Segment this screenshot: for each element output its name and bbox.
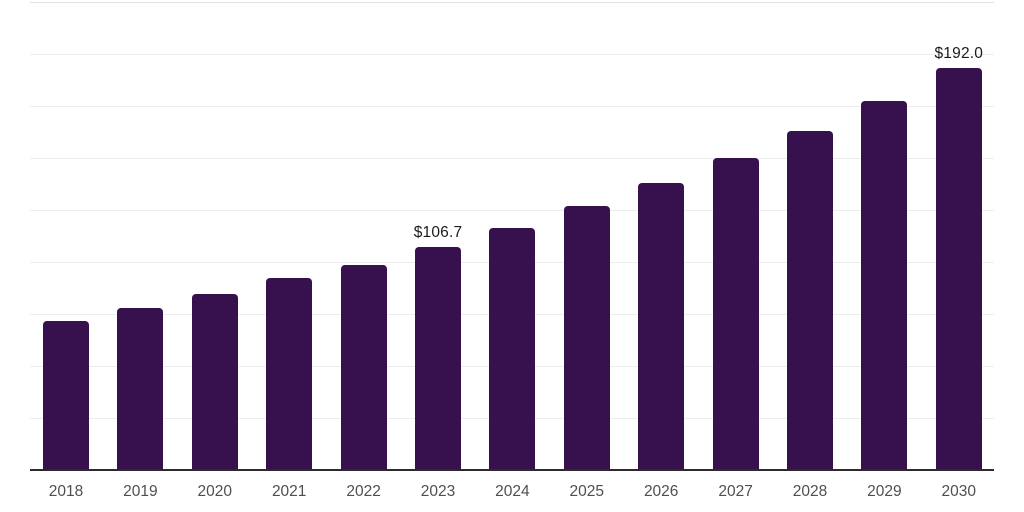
x-tick-label-2025: 2025: [569, 483, 605, 500]
bar-2026: [638, 182, 685, 470]
gridline: [30, 106, 994, 107]
bar-2019: [117, 307, 164, 470]
x-tick-label-2028: 2028: [792, 483, 828, 500]
bar-2025: [563, 206, 610, 470]
x-tick-label-2020: 2020: [197, 483, 233, 500]
bar-2021: [266, 278, 313, 470]
bar-2018: [43, 321, 89, 470]
x-tick-label-2018: 2018: [48, 483, 84, 500]
x-tick-label-2029: 2029: [867, 483, 902, 500]
bar-2029: [861, 100, 908, 470]
bar-2027: [712, 158, 759, 470]
x-tick-label-2019: 2019: [123, 483, 158, 500]
bar-2024: [489, 227, 536, 470]
bar-2023: [415, 246, 461, 470]
x-tick-label-2024: 2024: [495, 483, 530, 500]
x-tick-label-2030: 2030: [941, 483, 977, 500]
data-label-2030: $192.0: [934, 45, 984, 62]
data-label-2023: $106.7: [413, 223, 463, 241]
x-axis-line: [30, 469, 994, 471]
bar-2022: [340, 264, 387, 470]
x-tick-label-2026: 2026: [643, 483, 679, 500]
gridline: [30, 2, 994, 3]
bar-2028: [787, 130, 833, 470]
x-tick-label-2023: 2023: [420, 483, 456, 500]
bar-2030: [935, 68, 982, 470]
gridline: [30, 158, 994, 159]
gridline: [30, 210, 994, 211]
gridline: [30, 54, 994, 55]
bar-2020: [191, 294, 238, 470]
x-tick-label-2027: 2027: [718, 483, 753, 500]
x-tick-label-2022: 2022: [346, 483, 381, 500]
x-tick-label-2021: 2021: [271, 483, 307, 500]
